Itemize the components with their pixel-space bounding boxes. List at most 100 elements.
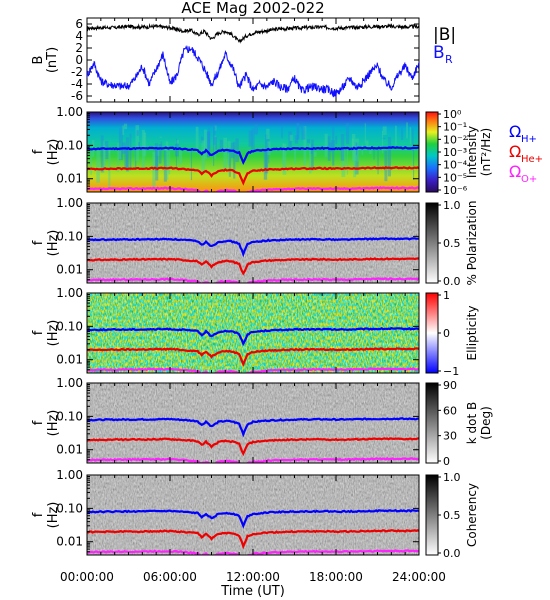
colorbar-tick-label: 10⁰ xyxy=(443,108,462,121)
intensity-streak xyxy=(387,136,392,177)
intensity-streak xyxy=(213,125,216,145)
colorbar-tick-label: −1 xyxy=(443,365,459,378)
colorbar-tick-label: 0.0 xyxy=(443,547,461,560)
legend-omega-he: Ω xyxy=(509,142,521,161)
intensity-streak xyxy=(301,126,306,140)
intensity-streak xyxy=(143,132,147,157)
freq-tick-label: 0.01 xyxy=(56,535,83,549)
ellipticity-colorbar xyxy=(425,292,439,374)
intensity-streak xyxy=(165,141,169,180)
colorbar-tick-label: 1.0 xyxy=(443,471,461,484)
intensity-streak xyxy=(214,125,217,131)
colorbar-label: k dot B xyxy=(465,402,479,444)
intensity-streak xyxy=(377,146,379,175)
intensity-streak xyxy=(361,144,363,155)
intensity-streak xyxy=(190,150,193,181)
intensity-streak xyxy=(369,145,372,155)
intensity-streak xyxy=(206,131,211,158)
intensity-streak xyxy=(281,124,283,139)
legend-he-plus: He+ xyxy=(521,154,543,165)
intensity-streak xyxy=(395,125,397,146)
intensity-streak xyxy=(178,150,183,165)
freq-tick-label: 0.01 xyxy=(56,443,83,457)
colorbar-tick-label: 10⁻¹ xyxy=(443,121,467,134)
intensity-streak xyxy=(160,141,163,148)
intensity-streak xyxy=(324,133,328,158)
legend-omega-o: Ω xyxy=(509,162,521,181)
intensity-streak xyxy=(125,137,130,172)
gyro-he-plus-line xyxy=(87,437,419,457)
freq-tick-label: 0.10 xyxy=(56,319,83,333)
intensity-streak xyxy=(267,143,269,147)
intensity-streak xyxy=(200,136,204,144)
intensity-streak xyxy=(136,130,139,136)
figure-title: ACE Mag 2002-022 xyxy=(181,0,324,17)
intensity-streak xyxy=(235,138,239,163)
series-br-line xyxy=(87,44,419,98)
gyro-h-plus-line xyxy=(87,417,419,438)
colorbar-tick-label: 0.0 xyxy=(443,275,461,288)
intensity-streak xyxy=(288,131,292,148)
intensity-streak xyxy=(346,147,349,175)
intensity-streak xyxy=(268,138,270,164)
freq-tick-label: 0.10 xyxy=(56,138,83,152)
time-tick-label: 24:00:00 xyxy=(392,570,446,584)
intensity-streak xyxy=(335,135,338,145)
intensity-streak xyxy=(214,137,218,151)
k-dot-b-colorbar xyxy=(425,382,439,464)
intensity-streak xyxy=(213,126,215,166)
intensity-streak xyxy=(103,145,106,168)
intensity-streak xyxy=(294,135,299,144)
freq-axis-label: f xyxy=(31,149,46,154)
time-axis: 00:00:00 06:00:00 12:00:00 18:00:00 24:00:00 xyxy=(60,570,446,584)
bfield-ylabel: B xyxy=(31,56,46,65)
intensity-streak xyxy=(351,138,355,150)
intensity-streak xyxy=(297,122,300,140)
freq-tick-label: 0.01 xyxy=(56,263,83,277)
intensity-streak xyxy=(345,123,350,145)
intensity-streak xyxy=(248,130,253,147)
intensity-streak xyxy=(227,141,231,166)
time-axis-label: Time (UT) xyxy=(220,584,285,599)
freq-tick-label: 1.00 xyxy=(56,376,83,390)
intensity-streak xyxy=(118,150,122,160)
colorbar-label: % Polarization xyxy=(465,201,479,286)
intensity-streak xyxy=(159,136,163,138)
intensity-streak xyxy=(381,137,386,140)
colorbar-tick-label: 90 xyxy=(443,379,457,392)
intensity-streak xyxy=(96,150,100,183)
freq-axis-label: f xyxy=(31,420,46,425)
freq-tick-label: 0.01 xyxy=(56,353,83,367)
coherency-colorbar xyxy=(425,474,439,556)
intensity-streak xyxy=(413,144,415,180)
gyro-h-plus-line xyxy=(87,508,419,529)
intensity-streak xyxy=(175,143,179,157)
intensity-streak xyxy=(154,143,159,171)
intensity-streak xyxy=(219,139,224,151)
intensity-streak xyxy=(381,130,384,154)
intensity-streak xyxy=(156,148,160,156)
intensity-streak xyxy=(296,123,300,140)
freq-tick-label: 0.10 xyxy=(56,229,83,243)
spectrogram-panels: 1.000.100.01f (Hz)10⁰10⁻¹10⁻²10⁻³10⁻⁴10⁻⁵… xyxy=(31,105,493,560)
intensity-streak xyxy=(195,126,199,153)
intensity-streak xyxy=(175,138,177,168)
intensity-colorbar xyxy=(425,111,439,193)
intensity-streak xyxy=(354,142,359,175)
colorbar-tick-label: 1.0 xyxy=(443,199,461,212)
legend-br: B xyxy=(433,43,445,63)
freq-tick-label: 0.10 xyxy=(56,501,83,515)
freq-tick-label: 1.00 xyxy=(56,196,83,210)
time-tick-label: 00:00:00 xyxy=(60,570,114,584)
series-bmag-line xyxy=(87,23,419,44)
panel-ellipticity: 1.00 0.10 0.01 f (Hz) 1 0 −1 Ellipticity xyxy=(31,286,479,378)
colorbar-tick-label: 0 xyxy=(443,455,450,468)
intensity-streak xyxy=(409,127,412,145)
intensity-streak xyxy=(104,141,109,160)
intensity-streak xyxy=(401,127,404,140)
intensity-streak xyxy=(364,123,366,144)
intensity-streak xyxy=(328,142,333,152)
intensity-streak xyxy=(122,125,125,135)
freq-axis-label: f xyxy=(31,512,46,517)
